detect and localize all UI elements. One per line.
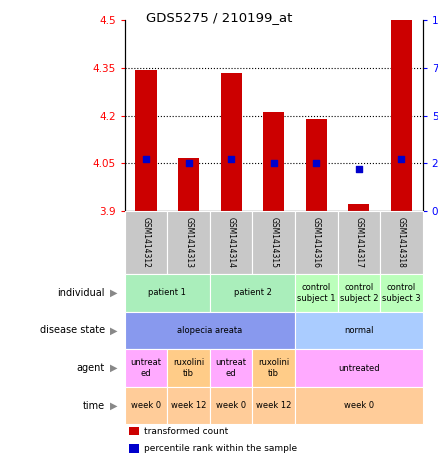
Text: percentile rank within the sample: percentile rank within the sample [144, 444, 297, 453]
Text: GSM1414318: GSM1414318 [397, 217, 406, 268]
Text: ▶: ▶ [110, 363, 117, 373]
Text: agent: agent [77, 363, 105, 373]
Point [355, 165, 362, 173]
Text: disease state: disease state [40, 325, 105, 336]
Point [313, 159, 320, 167]
Bar [221, 72, 242, 211]
Point [398, 156, 405, 163]
Text: week 0: week 0 [131, 401, 161, 410]
Text: individual: individual [58, 288, 105, 298]
Bar [135, 70, 157, 211]
Bar [391, 20, 412, 211]
Point [228, 156, 235, 163]
Text: ▶: ▶ [110, 325, 117, 336]
Text: time: time [83, 400, 105, 411]
Text: untreat
ed: untreat ed [215, 358, 247, 378]
Text: ruxolini
tib: ruxolini tib [258, 358, 290, 378]
Text: control
subject 3: control subject 3 [382, 283, 421, 303]
Text: untreat
ed: untreat ed [131, 358, 162, 378]
Text: alopecia areata: alopecia areata [177, 326, 243, 335]
Text: control
subject 1: control subject 1 [297, 283, 336, 303]
Point [185, 159, 192, 167]
Text: ▶: ▶ [110, 288, 117, 298]
Point [270, 159, 277, 167]
Text: patient 2: patient 2 [233, 289, 272, 297]
Bar [263, 112, 284, 211]
Text: patient 1: patient 1 [148, 289, 186, 297]
Bar [348, 204, 370, 211]
Text: ruxolini
tib: ruxolini tib [173, 358, 204, 378]
Text: GSM1414313: GSM1414313 [184, 217, 193, 268]
Text: GSM1414317: GSM1414317 [354, 217, 364, 268]
Text: ▶: ▶ [110, 400, 117, 411]
Bar [306, 119, 327, 211]
Text: week 0: week 0 [344, 401, 374, 410]
Text: normal: normal [344, 326, 374, 335]
Bar [178, 158, 199, 211]
Text: GSM1414312: GSM1414312 [141, 217, 151, 268]
Text: week 12: week 12 [171, 401, 206, 410]
Text: control
subject 2: control subject 2 [339, 283, 378, 303]
Text: GSM1414315: GSM1414315 [269, 217, 278, 268]
Text: week 12: week 12 [256, 401, 291, 410]
Point [143, 156, 150, 163]
Text: GSM1414314: GSM1414314 [227, 217, 236, 268]
Text: GSM1414316: GSM1414316 [312, 217, 321, 268]
Text: week 0: week 0 [216, 401, 246, 410]
Text: untreated: untreated [338, 364, 380, 372]
Text: transformed count: transformed count [144, 427, 228, 436]
Text: GDS5275 / 210199_at: GDS5275 / 210199_at [146, 11, 292, 24]
